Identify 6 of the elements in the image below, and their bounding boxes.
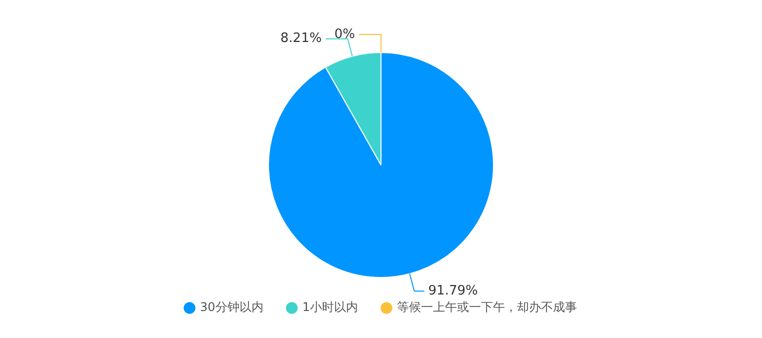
legend-label: 1小时以内 [302,300,358,314]
text: 0% [334,26,355,42]
legend-label: 30分钟以内 [200,300,264,314]
data-label: 8.21% [280,31,322,46]
legend-label: 等候一上午或一下午，却办不成事 [396,300,577,314]
data-label: 91.79% [428,284,478,299]
